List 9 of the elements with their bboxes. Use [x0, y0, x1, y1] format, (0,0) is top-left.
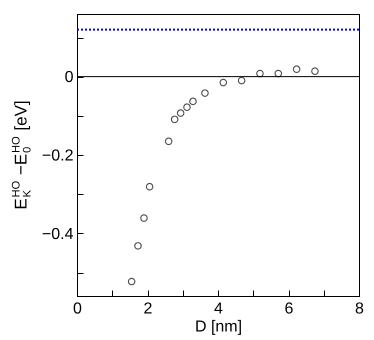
y-tick-label: −0.4	[42, 226, 74, 243]
x-axis-title: D [nm]	[194, 318, 242, 336]
x-tick-label: 4	[214, 300, 224, 318]
y-axis-title: EKHO −E0HO [eV]	[10, 100, 34, 210]
x-tick-label: 8	[355, 300, 364, 318]
y-tick-label: −0.2	[42, 148, 74, 164]
x-tick-label: 2	[144, 300, 153, 318]
y-tick-label: 0	[64, 69, 74, 86]
x-tick-label: 6	[284, 300, 294, 318]
